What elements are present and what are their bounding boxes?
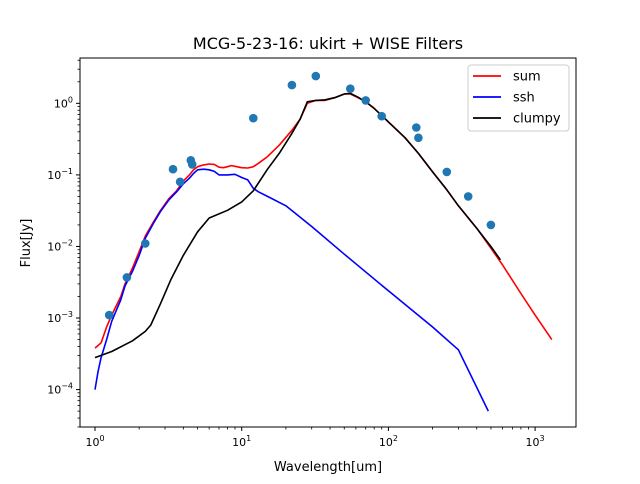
data-point — [287, 80, 297, 90]
y-tick-label: 10−2 — [47, 238, 73, 253]
series-line-ssh — [94, 168, 490, 412]
data-point — [104, 310, 114, 320]
x-tick-label: 101 — [232, 434, 251, 449]
y-tick-label: 100 — [54, 95, 73, 110]
data-point — [141, 239, 150, 248]
y-tick-label: 10−4 — [47, 382, 73, 397]
legend-label-sum: sum — [513, 70, 541, 85]
legend-label-ssh: ssh — [513, 91, 535, 106]
plot-area — [94, 71, 553, 412]
data-point — [175, 177, 185, 187]
x-tick-label: 103 — [526, 434, 545, 449]
data-point — [122, 273, 132, 282]
data-point — [187, 160, 197, 169]
chart-title: MCG-5-23-16: ukirt + WISE Filters — [193, 34, 463, 53]
x-axis: 100 101 102 103 — [85, 427, 545, 449]
y-axis-label: Flux[Jy] — [19, 219, 34, 268]
data-point — [168, 164, 178, 174]
y-axis: 10−4 10−3 10−2 10−1 100 — [47, 59, 80, 428]
data-point — [377, 111, 387, 121]
x-tick-label: 102 — [379, 434, 398, 449]
series-line-clumpy — [94, 92, 502, 359]
plot-content — [94, 71, 553, 412]
x-axis-label: Wavelength[um] — [274, 460, 382, 475]
x-tick-label: 100 — [85, 434, 104, 449]
legend-label-clumpy: clumpy — [513, 112, 561, 127]
data-point — [311, 71, 321, 81]
data-point — [463, 192, 473, 201]
plot-frame — [79, 57, 577, 428]
data-point — [249, 113, 258, 123]
y-tick-label: 10−3 — [47, 310, 73, 325]
data-point — [346, 84, 355, 93]
data-point — [486, 220, 496, 230]
legend-box — [467, 64, 570, 132]
data-point — [414, 133, 423, 143]
y-tick-label: 10−1 — [47, 167, 73, 182]
data-point — [412, 123, 421, 132]
data-point — [361, 96, 371, 105]
legend: sum ssh clumpy — [467, 64, 570, 132]
data-point — [442, 167, 452, 177]
